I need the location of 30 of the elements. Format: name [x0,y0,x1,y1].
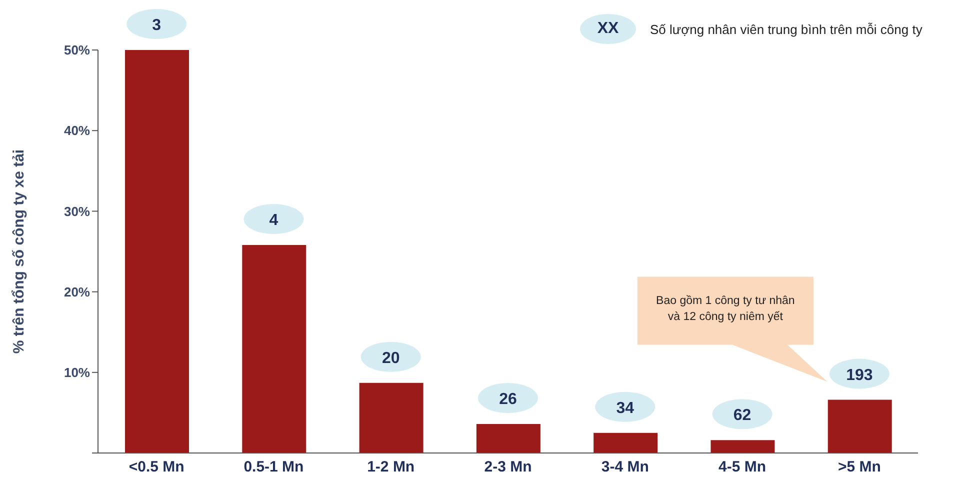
annotation: 62 [733,407,752,424]
y-tick-label: 10% [64,365,90,380]
bar [125,50,189,453]
bar [828,400,892,453]
annotation: Bao gồm 1 công ty tư nhân và 12 công ty niêm yết [655,294,796,325]
y-tick-label: 50% [64,42,90,58]
y-tick-label: 40% [64,123,90,138]
x-tick-label: 0.5-1 Mn [244,458,304,476]
x-tick-label: 4-5 Mn [718,458,766,476]
y-tick-label: 30% [64,204,90,219]
annotation: 26 [499,390,517,408]
annotation: 34 [616,400,634,417]
text: XX [580,14,636,44]
x-tick-label: >5 Mn [838,458,881,476]
x-tick-label: 3-4 Mn [601,458,649,476]
y-tick-label: 20% [64,284,90,300]
bar [594,432,658,453]
bar [476,424,540,453]
x-tick-label: <0.5 Mn [128,458,184,476]
annotation: 4 [269,212,278,230]
bar [710,440,775,453]
x-tick-label: 2-3 Mn [484,458,532,476]
annotation: 193 [846,366,873,384]
text: Số lượng nhân viên trung bình trên mỗi công ty [650,22,922,36]
annotation: 20 [382,350,400,367]
bar [359,382,424,453]
x-tick-label: 1-2 Mn [367,458,415,476]
annotation: 3 [152,17,162,34]
bar [242,245,306,453]
y-axis-title: % trên tổng số công ty xe tải [10,149,28,354]
